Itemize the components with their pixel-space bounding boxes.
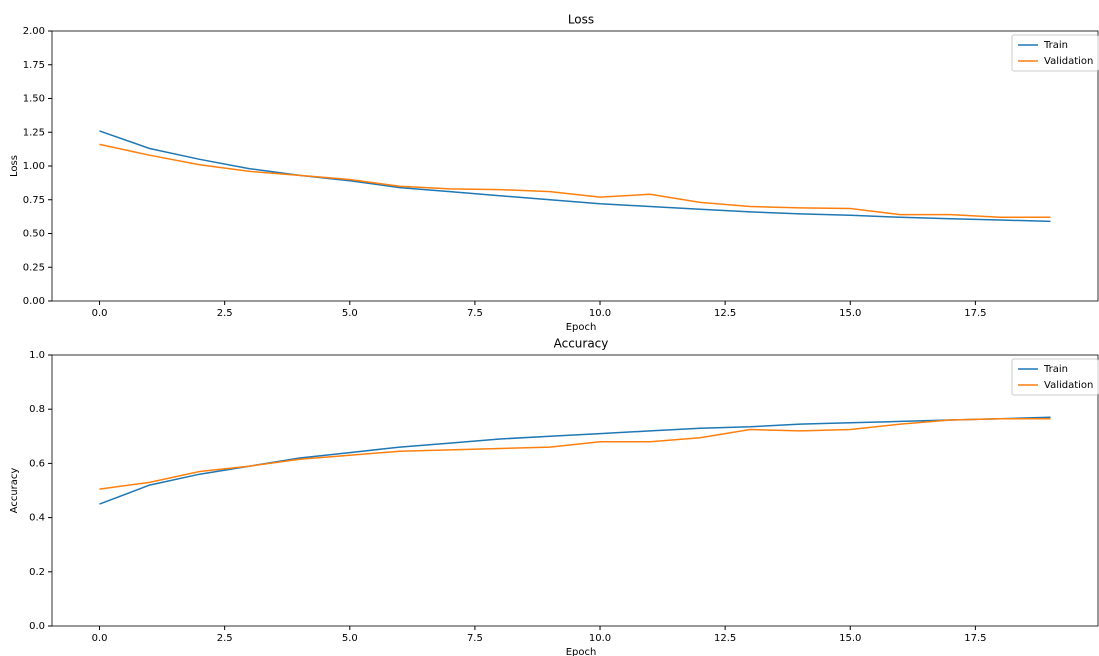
x-axis-label: Epoch (566, 322, 597, 333)
series-line (99, 416, 1051, 505)
plot-frame (51, 354, 1099, 627)
series-line (99, 417, 1051, 490)
y-axis-label: Accuracy (9, 468, 20, 514)
y-tick-label: 0.25 (23, 262, 45, 273)
y-tick-label: 1.75 (23, 60, 45, 71)
y-tick-label: 1.00 (23, 161, 45, 172)
x-tick-label: 7.5 (467, 633, 483, 644)
legend: Train Validation (1011, 358, 1099, 396)
x-tick-label: 12.5 (714, 308, 736, 319)
x-tick-label: 0.0 (92, 308, 108, 319)
x-tick-label: 7.5 (467, 308, 483, 319)
y-tick-label: 2.00 (23, 26, 45, 37)
legend-label: Train (1043, 40, 1068, 51)
legend-label: Validation (1044, 380, 1093, 391)
x-tick-label: 0.0 (92, 633, 108, 644)
y-tick-label: 0.75 (23, 195, 45, 206)
y-tick-label: 0.8 (29, 404, 45, 415)
x-tick-label: 5.0 (342, 633, 358, 644)
legend-label: Train (1043, 364, 1068, 375)
y-tick-label: 1.25 (23, 127, 45, 138)
y-axis-label: Loss (9, 155, 20, 177)
y-tick-label: 1.50 (23, 94, 45, 105)
plot-frame (51, 30, 1099, 302)
series-line (99, 143, 1051, 219)
x-tick-label: 10.0 (589, 308, 611, 319)
x-tick-label: 12.5 (714, 633, 736, 644)
x-tick-label: 10.0 (589, 633, 611, 644)
chart-title: Loss (568, 13, 594, 27)
legend-box (1011, 358, 1099, 396)
y-tick-label: 0.4 (29, 513, 45, 524)
y-tick-label: 0.00 (23, 296, 45, 307)
y-tick-label: 0.0 (29, 621, 45, 632)
legend-box (1011, 34, 1099, 72)
y-tick-label: 0.50 (23, 229, 45, 240)
x-tick-label: 5.0 (342, 308, 358, 319)
x-axis-label: Epoch (566, 647, 597, 656)
y-tick-label: 0.6 (29, 458, 45, 469)
x-tick-label: 17.5 (964, 633, 986, 644)
chart-title: Accuracy (554, 337, 609, 351)
x-tick-label: 15.0 (839, 633, 861, 644)
y-tick-label: 1.0 (29, 350, 45, 361)
x-tick-label: 17.5 (964, 308, 986, 319)
legend-label: Validation (1044, 56, 1093, 67)
y-tick-label: 0.2 (29, 567, 45, 578)
x-tick-label: 2.5 (217, 633, 233, 644)
x-tick-label: 2.5 (217, 308, 233, 319)
series-line (99, 130, 1051, 223)
x-tick-label: 15.0 (839, 308, 861, 319)
legend: Train Validation (1011, 34, 1099, 72)
